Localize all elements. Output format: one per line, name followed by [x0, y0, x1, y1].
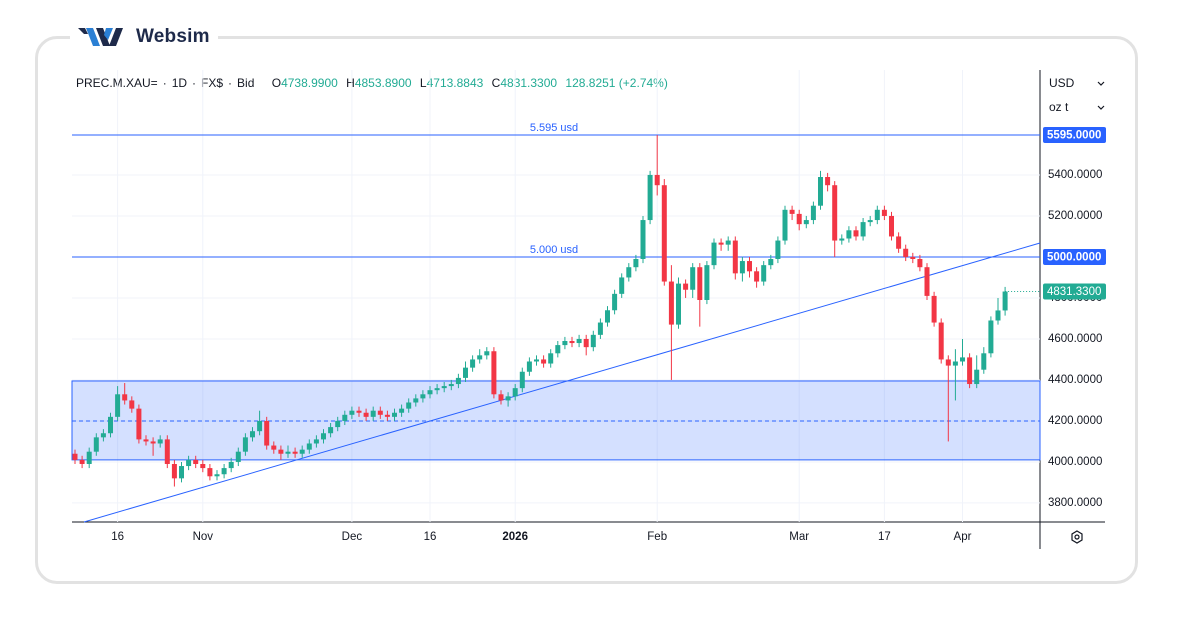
- l-label: L: [419, 76, 427, 90]
- high-value: 4853.8900: [354, 76, 412, 90]
- change-value: 128.8251 (+2.74%): [565, 76, 668, 90]
- c-label: C: [491, 76, 501, 90]
- o-label: O: [271, 76, 282, 90]
- symbol: PREC.M.XAU=: [76, 76, 158, 90]
- open-value: 4738.9900: [281, 76, 338, 90]
- separator: ·: [162, 76, 167, 90]
- currency-select[interactable]: USD: [1049, 76, 1074, 90]
- quote: Bid: [237, 76, 255, 90]
- card: [35, 36, 1138, 584]
- logo-icon: [78, 28, 123, 46]
- logo-text: Websim: [136, 26, 210, 47]
- currency: USD: [1049, 76, 1075, 90]
- interval: 1D: [171, 76, 188, 90]
- chart-header: PREC.M.XAU= · 1D · FX$ · Bid O4738.9900 H4853.…: [76, 76, 673, 90]
- logo: Websim: [70, 22, 218, 52]
- source: FX$: [201, 76, 224, 90]
- low-value: 4713.8843: [426, 76, 484, 90]
- separator: ·: [228, 76, 233, 90]
- h-label: H: [346, 76, 355, 90]
- close-value: 4831.3300: [500, 76, 558, 90]
- unit: oz t: [1049, 100, 1069, 114]
- unit-select[interactable]: oz t: [1049, 100, 1068, 114]
- separator: ·: [192, 76, 197, 90]
